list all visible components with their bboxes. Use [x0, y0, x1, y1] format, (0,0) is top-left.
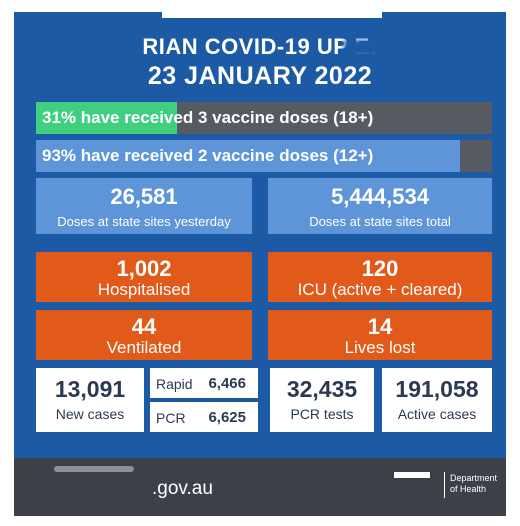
watermark-smudge — [162, 12, 382, 18]
hospitalised-tile: 1,002 Hospitalised — [36, 252, 252, 302]
website-link[interactable]: .gov.au — [152, 478, 213, 499]
doses-total-value: 5,444,534 — [331, 184, 429, 209]
icu-value: 120 — [361, 256, 399, 281]
lives-lost-tile: 14 Lives lost — [268, 310, 492, 360]
pcr-tile: PCR 6,625 — [150, 402, 258, 432]
rapid-tile: Rapid 6,466 — [150, 368, 258, 398]
two-dose-bar: 93% have received 2 vaccine doses (12+) — [36, 140, 492, 172]
divider — [444, 472, 445, 498]
ventilated-value: 44 — [131, 314, 157, 339]
doses-yesterday-tile: 26,581 Doses at state sites yesterday — [36, 178, 252, 234]
pcr-tests-value: 32,435 — [286, 376, 358, 402]
rapid-value: 6,466 — [208, 375, 246, 392]
two-dose-label: 93% have received 2 vaccine doses (12+) — [42, 146, 374, 165]
blurred-region — [88, 40, 126, 56]
lives-lost-label: Lives lost — [344, 338, 416, 357]
blurred-phone-number — [54, 466, 134, 472]
page-title: RIAN COVID-19 UP E: — [142, 34, 378, 59]
doses-total-tile: 5,444,534 Doses at state sites total — [268, 178, 492, 234]
icu-label: ICU (active + cleared) — [297, 280, 463, 299]
three-dose-label: 31% have received 3 vaccine doses (18+) — [42, 108, 374, 127]
new-cases-tile: 13,091 New cases — [36, 368, 144, 432]
active-cases-label: Active cases — [397, 406, 477, 422]
blurred-region — [344, 40, 388, 56]
covid-update-card: RIAN COVID-19 UP E: 23 JANUARY 2022 31% … — [14, 12, 506, 516]
three-dose-bar: 31% have received 3 vaccine doses (18+) — [36, 102, 492, 134]
pcr-value: 6,625 — [208, 409, 246, 426]
pcr-label: PCR — [156, 410, 186, 426]
pcr-tests-label: PCR tests — [290, 406, 354, 422]
pcr-tests-tile: 32,435 PCR tests — [270, 368, 374, 432]
ventilated-label: Ventilated — [106, 338, 182, 357]
three-dose-fill — [36, 102, 178, 134]
hospitalised-label: Hospitalised — [97, 280, 191, 299]
doses-yesterday-label: Doses at state sites yesterday — [57, 214, 231, 229]
icu-tile: 120 ICU (active + cleared) — [268, 252, 492, 302]
hospitalised-value: 1,002 — [116, 256, 172, 281]
lives-lost-value: 14 — [367, 314, 393, 339]
active-cases-value: 191,058 — [395, 376, 479, 402]
department-line1: Department — [450, 473, 498, 483]
footer: .gov.au Department of Health — [14, 458, 506, 516]
new-cases-value: 13,091 — [54, 376, 126, 402]
doses-yesterday-value: 26,581 — [110, 184, 178, 209]
department-logo: Department of Health — [450, 473, 497, 495]
ventilated-tile: 44 Ventilated — [36, 310, 252, 360]
department-line2: of Health — [450, 484, 487, 494]
active-cases-tile: 191,058 Active cases — [382, 368, 492, 432]
page-date: 23 JANUARY 2022 — [147, 62, 373, 90]
two-dose-fill — [36, 140, 461, 172]
doses-total-label: Doses at state sites total — [309, 214, 451, 229]
logo-mark — [394, 472, 430, 478]
new-cases-label: New cases — [55, 406, 125, 422]
rapid-label: Rapid — [156, 376, 193, 392]
